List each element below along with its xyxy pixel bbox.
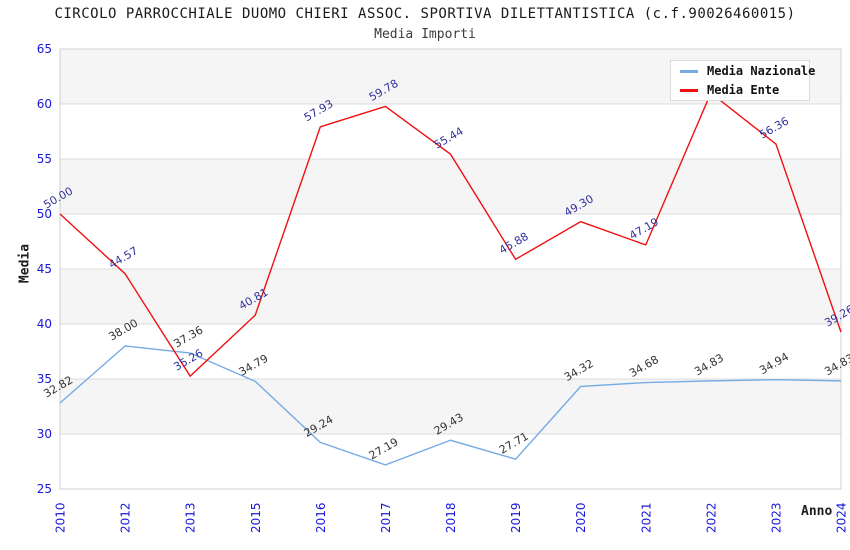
chart-subtitle: Media Importi bbox=[374, 27, 476, 42]
series-line-media-nazionale bbox=[59, 345, 842, 466]
y-tick-label: 35 bbox=[37, 372, 52, 386]
line-swatch-nazionale bbox=[680, 69, 698, 73]
x-tick-label: 2020 bbox=[574, 502, 588, 533]
y-tick-label: 45 bbox=[37, 262, 52, 276]
x-tick-label: 2013 bbox=[184, 502, 198, 533]
x-axis-title: Anno bbox=[801, 504, 833, 519]
chart-title: CIRCOLO PARROCCHIALE DUOMO CHIERI ASSOC.… bbox=[54, 6, 796, 22]
plot-band bbox=[60, 324, 841, 379]
x-tick-label: 2017 bbox=[379, 502, 393, 533]
y-tick-label: 60 bbox=[37, 97, 52, 111]
x-tick-label: 2022 bbox=[704, 502, 718, 533]
x-tick-label: 2023 bbox=[769, 502, 783, 533]
y-tick-label: 65 bbox=[37, 42, 52, 56]
plot-border bbox=[59, 48, 842, 490]
legend-label-nazionale: Media Nazionale bbox=[707, 64, 816, 78]
legend-label-ente: Media Ente bbox=[707, 83, 780, 97]
y-tick-label: 55 bbox=[37, 152, 52, 166]
x-tick-label: 2015 bbox=[249, 502, 263, 533]
plot-band bbox=[60, 214, 841, 269]
line-swatch-ente bbox=[680, 88, 698, 92]
legend-item-media-ente: Media Ente bbox=[680, 83, 809, 97]
x-tick-label: 2024 bbox=[835, 502, 849, 533]
plot-band bbox=[60, 159, 841, 214]
plot-band bbox=[60, 434, 841, 489]
plot-band bbox=[60, 379, 841, 434]
y-tick-label: 40 bbox=[37, 317, 52, 331]
x-tick-label: 2016 bbox=[314, 502, 328, 533]
x-tick-label: 2021 bbox=[639, 502, 653, 533]
y-tick-label: 50 bbox=[37, 207, 52, 221]
plot-band bbox=[60, 269, 841, 324]
plot-band bbox=[60, 104, 841, 159]
x-tick-label: 2012 bbox=[119, 502, 133, 533]
x-tick-label: 2018 bbox=[444, 502, 458, 533]
legend-item-media-nazionale: Media Nazionale bbox=[680, 64, 815, 78]
x-tick-label: 2019 bbox=[509, 502, 523, 533]
y-tick-label: 25 bbox=[37, 482, 52, 496]
legend: Media Nazionale Media Ente bbox=[670, 60, 815, 101]
x-tick-label: 2010 bbox=[54, 502, 68, 533]
y-tick-label: 30 bbox=[37, 427, 52, 441]
